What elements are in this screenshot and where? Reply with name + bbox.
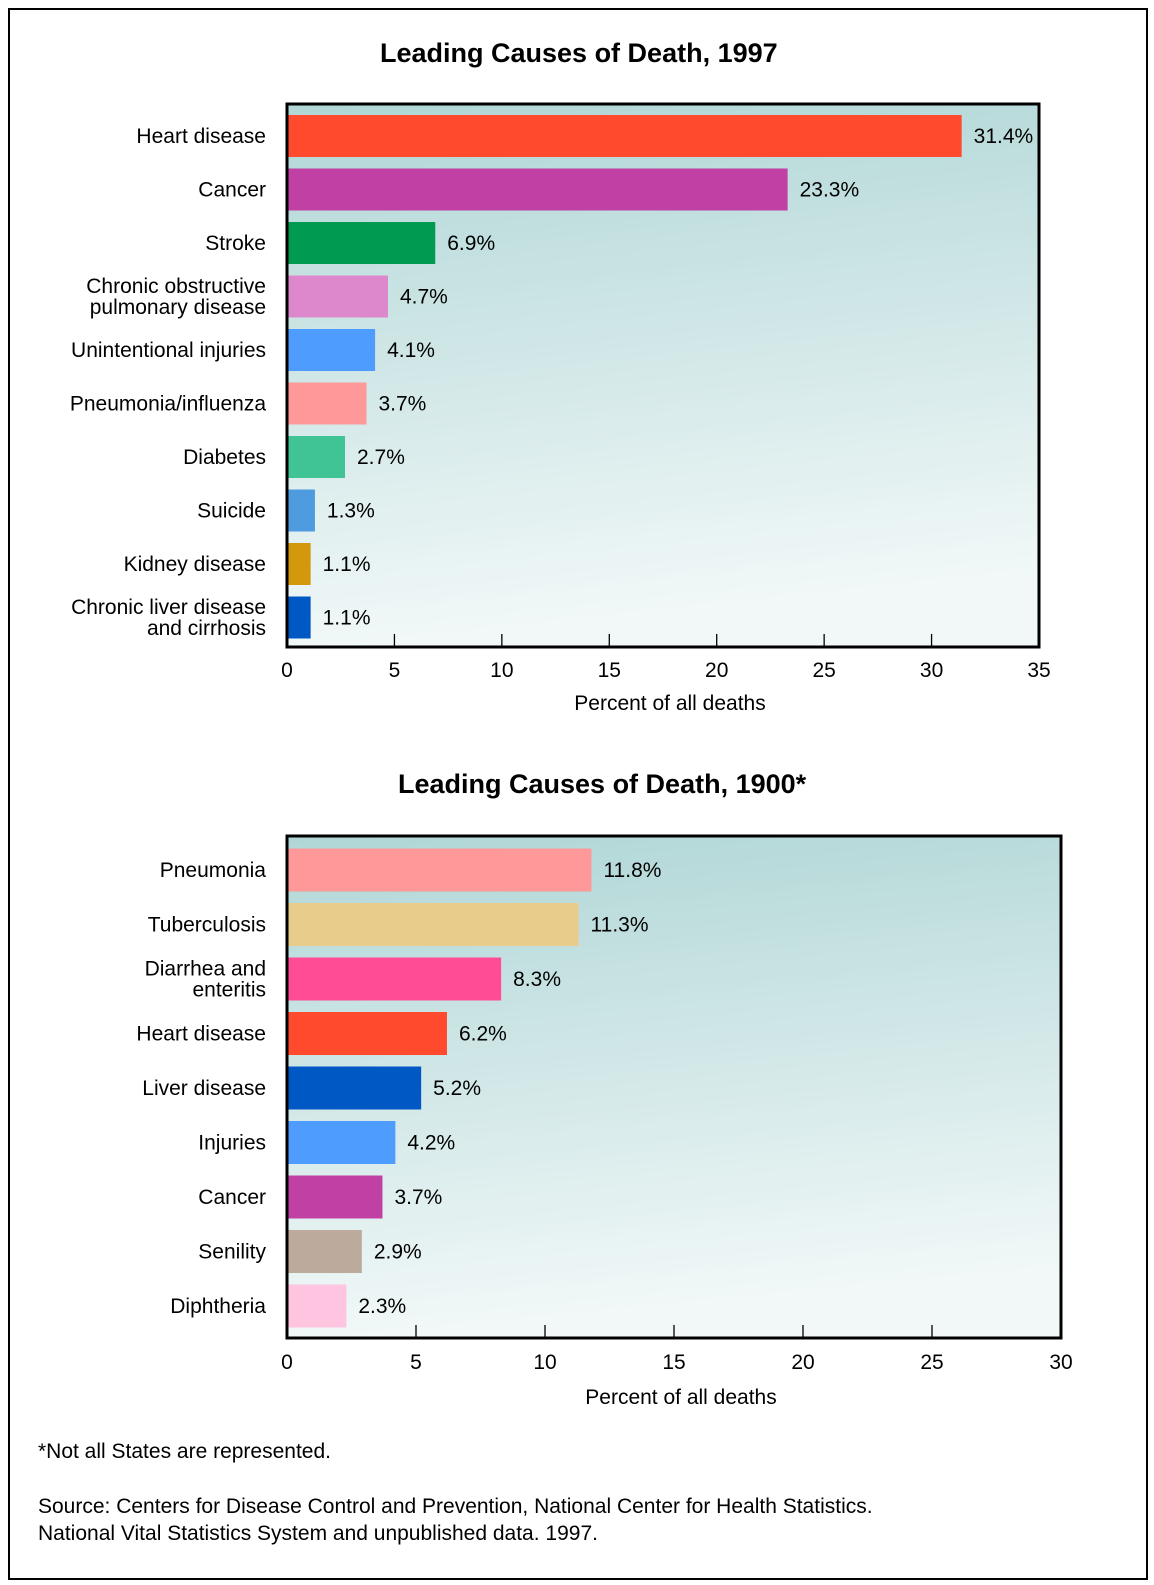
category-label-1997-2: Stroke — [205, 232, 266, 255]
category-label-1900-0: Pneumonia — [160, 859, 267, 882]
data-label-1997-0: 31.4% — [974, 125, 1034, 148]
footnote: *Not all States are represented. — [38, 1440, 331, 1463]
category-label-1900-2-0: Diarrhea and — [145, 958, 266, 981]
bar-1900-3 — [287, 1012, 447, 1055]
data-label-1997-1: 23.3% — [800, 179, 860, 202]
data-label-1997-7: 1.3% — [327, 500, 375, 523]
bar-1900-2 — [287, 957, 502, 1001]
category-label-1900-6: Cancer — [198, 1186, 266, 1209]
data-label-1900-1: 11.3% — [591, 914, 649, 937]
bar-1997-2 — [287, 222, 436, 264]
figure-frame — [8, 8, 1148, 1580]
category-label-1900-1: Tuberculosis — [148, 914, 266, 937]
x-tick-label-1900-1: 5 — [410, 1351, 422, 1374]
x-tick-label-1997-7: 35 — [1027, 659, 1050, 682]
data-label-1997-3: 4.7% — [400, 286, 448, 309]
bar-1900-0 — [287, 848, 592, 892]
x-tick-label-1900-0: 0 — [281, 1351, 293, 1374]
data-label-1900-5: 4.2% — [407, 1132, 455, 1155]
x-tick-label-1997-5: 25 — [812, 659, 835, 682]
category-label-1900-7: Senility — [198, 1241, 266, 1264]
category-label-1900-8: Diphtheria — [170, 1295, 266, 1318]
x-tick-label-1900-5: 25 — [920, 1351, 943, 1374]
bar-1997-7 — [287, 489, 315, 532]
data-label-1997-6: 2.7% — [357, 446, 405, 469]
data-label-1900-2: 8.3% — [513, 968, 561, 991]
bar-1997-6 — [287, 436, 346, 478]
chart-title-1997: Leading Causes of Death, 1997 — [380, 38, 778, 68]
category-label-1997-9-1: and cirrhosis — [147, 617, 266, 640]
data-label-1900-0: 11.8% — [603, 859, 661, 882]
x-tick-label-1997-3: 15 — [598, 659, 621, 682]
x-tick-label-1997-6: 30 — [920, 659, 943, 682]
category-label-1997-9-0: Chronic liver disease — [71, 596, 266, 619]
bar-1900-8 — [287, 1284, 347, 1328]
x-tick-label-1900-6: 30 — [1049, 1351, 1072, 1374]
source-line-2: National Vital Statistics System and unp… — [38, 1522, 598, 1545]
plot-frame-1997 — [285, 102, 1041, 649]
x-tick-label-1997-4: 20 — [705, 659, 728, 682]
bar-1997-9 — [287, 596, 311, 639]
data-label-1900-6: 3.7% — [394, 1186, 442, 1209]
category-label-1997-4: Unintentional injuries — [71, 339, 266, 362]
bar-1997-3 — [287, 275, 388, 318]
data-label-1900-8: 2.3% — [358, 1295, 406, 1318]
plot-frame-1900 — [285, 834, 1063, 1340]
category-label-1900-5: Injuries — [198, 1132, 266, 1155]
category-label-1997-8: Kidney disease — [124, 553, 266, 576]
x-tick-label-1997-1: 5 — [389, 659, 401, 682]
bar-1900-1 — [287, 903, 579, 946]
bar-1997-0 — [287, 115, 962, 157]
chart-title-1900: Leading Causes of Death, 1900* — [398, 769, 807, 799]
data-label-1900-4: 5.2% — [433, 1077, 481, 1100]
category-label-1997-1: Cancer — [198, 179, 266, 202]
category-label-1997-3-0: Chronic obstructive — [86, 275, 266, 298]
category-label-1900-4: Liver disease — [142, 1077, 266, 1100]
bar-1900-5 — [287, 1121, 396, 1164]
x-tick-label-1900-2: 10 — [533, 1351, 556, 1374]
data-label-1997-9: 1.1% — [323, 607, 371, 630]
x-tick-label-1997-0: 0 — [281, 659, 293, 682]
category-label-1997-5: Pneumonia/influenza — [70, 393, 266, 416]
data-label-1997-2: 6.9% — [447, 232, 495, 255]
category-label-1900-3: Heart disease — [136, 1023, 266, 1046]
category-label-1997-7: Suicide — [197, 500, 266, 523]
category-label-1900-2-1: enteritis — [192, 979, 266, 1002]
x-tick-label-1900-4: 20 — [791, 1351, 814, 1374]
bar-1997-5 — [287, 382, 367, 425]
bar-1997-4 — [287, 329, 376, 371]
category-label-1997-6: Diabetes — [183, 446, 266, 469]
x-tick-label-1997-2: 10 — [490, 659, 513, 682]
data-label-1900-7: 2.9% — [374, 1241, 422, 1264]
x-axis-label-1997: Percent of all deaths — [574, 692, 765, 715]
bar-1900-4 — [287, 1066, 422, 1110]
category-label-1997-3-1: pulmonary disease — [90, 296, 266, 319]
data-label-1900-3: 6.2% — [459, 1023, 507, 1046]
bar-1900-7 — [287, 1230, 362, 1273]
bar-1997-1 — [287, 168, 788, 211]
x-axis-label-1900: Percent of all deaths — [585, 1386, 776, 1409]
category-label-1997-0: Heart disease — [136, 125, 266, 148]
data-label-1997-4: 4.1% — [387, 339, 435, 362]
bar-1997-8 — [287, 543, 311, 585]
data-label-1997-5: 3.7% — [378, 393, 426, 416]
data-label-1997-8: 1.1% — [323, 553, 371, 576]
source-line-1: Source: Centers for Disease Control and … — [38, 1495, 873, 1518]
x-tick-label-1900-3: 15 — [662, 1351, 685, 1374]
bar-1900-6 — [287, 1175, 383, 1219]
